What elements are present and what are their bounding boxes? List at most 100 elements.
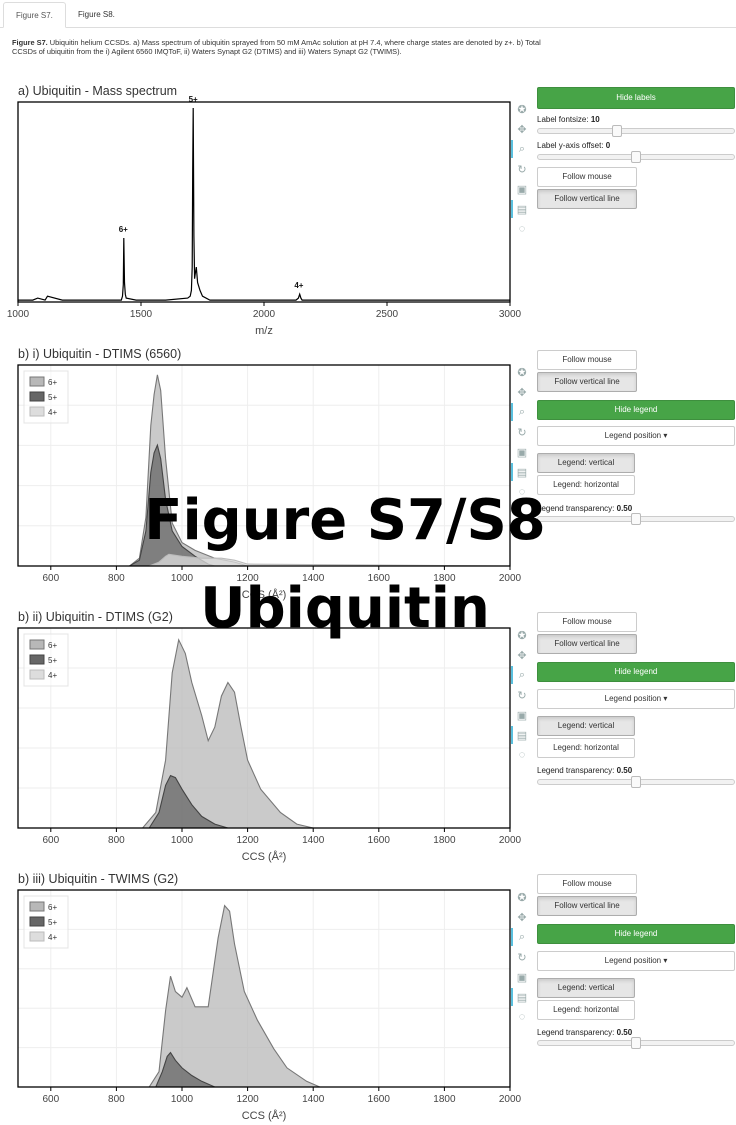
legend-transparency-slider[interactable] bbox=[537, 776, 735, 788]
x-tick-label: 800 bbox=[108, 1094, 125, 1105]
legend-transparency-label: Legend transparency: 0.50 bbox=[537, 1028, 633, 1037]
follow-mouse-button[interactable]: Follow mouse bbox=[537, 167, 637, 187]
x-tick-label: 1200 bbox=[236, 1094, 259, 1105]
legend-transparency-slider[interactable] bbox=[537, 1037, 735, 1049]
label-yoffset-slider[interactable] bbox=[537, 151, 735, 163]
pan-icon[interactable]: ✥ bbox=[517, 123, 527, 136]
twims-g2-plot[interactable]: 6+ 5+ 4+ 600 800 1000 1200 1400 1600 1800 2000 CCS … bbox=[0, 888, 530, 1125]
dtims-6560-plot[interactable]: 6+ 5+ 4+ 600 800 1000 1200 1400 1600 1800 2000 CCS … bbox=[0, 363, 530, 601]
follow-vertical-line-button[interactable]: Follow vertical line bbox=[537, 189, 637, 209]
legend: 6+ 5+ 4+ bbox=[23, 370, 69, 424]
reset-icon[interactable]: ↻ bbox=[517, 689, 527, 702]
legend-vertical-button[interactable]: Legend: vertical bbox=[537, 716, 635, 736]
crosshair-icon[interactable]: ◌ bbox=[518, 223, 526, 235]
pan-icon[interactable]: ✥ bbox=[517, 911, 527, 924]
x-axis-label: CCS (Å²) bbox=[242, 588, 287, 601]
legend-transparency-value: 0.50 bbox=[616, 1028, 633, 1037]
follow-vertical-line-button[interactable]: Follow vertical line bbox=[537, 896, 637, 916]
x-axis-label: CCS (Å²) bbox=[242, 850, 287, 863]
reset-icon[interactable]: ↻ bbox=[517, 951, 527, 964]
crosshair-icon[interactable]: ◌ bbox=[518, 1011, 526, 1023]
tab-figure-s8[interactable]: Figure S8. bbox=[78, 10, 115, 19]
follow-mouse-button[interactable]: Follow mouse bbox=[537, 874, 637, 894]
legend-vertical-button[interactable]: Legend: vertical bbox=[537, 978, 635, 998]
save-icon[interactable]: ▣ bbox=[516, 446, 528, 459]
hide-legend-button[interactable]: Hide legend bbox=[537, 400, 735, 420]
legend-horizontal-button[interactable]: Legend: horizontal bbox=[537, 1000, 635, 1020]
caret-down-icon: ▾ bbox=[663, 956, 668, 965]
charge-state-label: 4+ bbox=[294, 281, 303, 290]
hide-labels-button[interactable]: Hide labels bbox=[537, 87, 735, 109]
zoom-icon[interactable]: ⌕ bbox=[511, 666, 531, 684]
legend-position-dropdown[interactable]: Legend position ▾ bbox=[537, 426, 735, 446]
legend-transparency-value: 0.50 bbox=[616, 766, 633, 775]
legend-swatch bbox=[29, 654, 45, 665]
zoom-icon[interactable]: ⌕ bbox=[511, 140, 531, 158]
legend-horizontal-button[interactable]: Legend: horizontal bbox=[537, 475, 635, 495]
label-fontsize-label: Label fontsize: 10 bbox=[537, 115, 600, 124]
legend-swatch bbox=[29, 669, 45, 680]
tab-figure-s7[interactable]: Figure S7. bbox=[3, 2, 66, 28]
hover-icon[interactable]: ▤ bbox=[511, 463, 531, 481]
x-tick-label: 2500 bbox=[376, 309, 399, 320]
pan-icon[interactable]: ✥ bbox=[517, 386, 527, 399]
x-tick-label: 1000 bbox=[171, 1094, 194, 1105]
mass-spectrum-plot[interactable]: 6+ 5+ 4+ 1000 1500 2000 2500 3000 m/z bbox=[0, 95, 530, 340]
hover-icon[interactable]: ▤ bbox=[511, 200, 531, 218]
caption-bold: Figure S7. bbox=[12, 38, 48, 47]
x-tick-label: 2000 bbox=[499, 835, 522, 846]
legend-label: 6+ bbox=[48, 641, 57, 650]
zoom-icon[interactable]: ⌕ bbox=[511, 928, 531, 946]
bokeh-logo-icon[interactable]: ✪ bbox=[517, 629, 527, 642]
legend-vertical-button[interactable]: Legend: vertical bbox=[537, 453, 635, 473]
legend-position-dropdown[interactable]: Legend position ▾ bbox=[537, 951, 735, 971]
legend-position-dropdown[interactable]: Legend position ▾ bbox=[537, 689, 735, 709]
legend-label: 4+ bbox=[48, 933, 57, 942]
label-fontsize-slider[interactable] bbox=[537, 125, 735, 137]
bokeh-logo-icon[interactable]: ✪ bbox=[517, 103, 527, 116]
panel-biii-title: b) iii) Ubiquitin - TWIMS (G2) bbox=[18, 872, 179, 886]
legend-label: 5+ bbox=[48, 918, 57, 927]
x-tick-label: 600 bbox=[42, 835, 59, 846]
x-tick-label: 800 bbox=[108, 573, 125, 584]
save-icon[interactable]: ▣ bbox=[516, 709, 528, 722]
bokeh-logo-icon[interactable]: ✪ bbox=[517, 366, 527, 379]
save-icon[interactable]: ▣ bbox=[516, 183, 528, 196]
reset-icon[interactable]: ↻ bbox=[517, 426, 527, 439]
x-tick-label: 1500 bbox=[130, 309, 153, 320]
panel-bii-title: b) ii) Ubiquitin - DTIMS (G2) bbox=[18, 610, 173, 624]
slider-handle[interactable] bbox=[612, 125, 622, 137]
slider-handle[interactable] bbox=[631, 776, 641, 788]
x-tick-label: 600 bbox=[42, 573, 59, 584]
save-icon[interactable]: ▣ bbox=[516, 971, 528, 984]
plot-frame bbox=[17, 364, 511, 567]
reset-icon[interactable]: ↻ bbox=[517, 163, 527, 176]
legend-horizontal-button[interactable]: Legend: horizontal bbox=[537, 738, 635, 758]
legend-label: 6+ bbox=[48, 378, 57, 387]
follow-vertical-line-button[interactable]: Follow vertical line bbox=[537, 634, 637, 654]
x-tick-label: 2000 bbox=[499, 573, 522, 584]
legend-label: 4+ bbox=[48, 408, 57, 417]
plot-frame bbox=[17, 627, 511, 829]
dtims-g2-plot[interactable]: 6+ 5+ 4+ 600 800 1000 1200 1400 1600 1800 2000 CCS … bbox=[0, 626, 530, 866]
legend-label: 5+ bbox=[48, 393, 57, 402]
slider-handle[interactable] bbox=[631, 151, 641, 163]
legend-transparency-slider[interactable] bbox=[537, 513, 735, 525]
zoom-icon[interactable]: ⌕ bbox=[511, 403, 531, 421]
follow-mouse-button[interactable]: Follow mouse bbox=[537, 350, 637, 370]
crosshair-icon[interactable]: ◌ bbox=[518, 749, 526, 761]
hide-legend-button[interactable]: Hide legend bbox=[537, 662, 735, 682]
follow-vertical-line-button[interactable]: Follow vertical line bbox=[537, 372, 637, 392]
slider-handle[interactable] bbox=[631, 513, 641, 525]
follow-mouse-button[interactable]: Follow mouse bbox=[537, 612, 637, 632]
slider-handle[interactable] bbox=[631, 1037, 641, 1049]
crosshair-icon[interactable]: ◌ bbox=[518, 486, 526, 498]
x-axis-label: m/z bbox=[255, 325, 273, 337]
hover-icon[interactable]: ▤ bbox=[511, 988, 531, 1006]
hover-icon[interactable]: ▤ bbox=[511, 726, 531, 744]
pan-icon[interactable]: ✥ bbox=[517, 649, 527, 662]
legend-swatch bbox=[29, 931, 45, 942]
bokeh-logo-icon[interactable]: ✪ bbox=[517, 891, 527, 904]
legend-swatch bbox=[29, 406, 45, 417]
hide-legend-button[interactable]: Hide legend bbox=[537, 924, 735, 944]
